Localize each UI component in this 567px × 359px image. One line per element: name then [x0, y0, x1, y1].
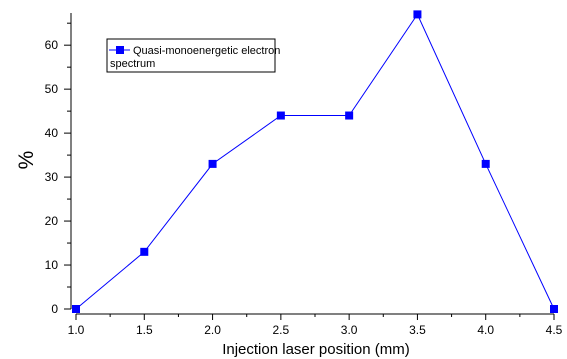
series-line	[75, 13, 555, 310]
x-axis-title: Injection laser position (mm)	[222, 341, 410, 358]
data-point	[481, 159, 490, 168]
y-tick-label: 10	[45, 258, 59, 272]
data-point	[208, 159, 217, 168]
y-tick-label: 30	[45, 170, 59, 184]
y-tick-label: 20	[45, 214, 59, 228]
data-point	[550, 305, 558, 313]
data-point	[140, 247, 149, 256]
legend-label-line-2: spectrum	[110, 58, 155, 70]
y-tick-label: 50	[45, 82, 59, 96]
x-tick-label: 2.5	[273, 323, 290, 337]
series-layer	[72, 10, 558, 313]
y-tick-label: 60	[45, 38, 59, 52]
legend-label-line-1: Quasi-monoenergetic electron	[133, 45, 280, 57]
legend: Quasi-monoenergetic electron spectrum	[106, 38, 280, 73]
y-axis-title: %	[15, 151, 38, 170]
data-point	[72, 305, 80, 313]
x-tick-label: 2.0	[204, 323, 221, 337]
x-tick-label: 4.5	[546, 323, 563, 337]
y-tick-label: 0	[51, 302, 58, 316]
y-tick-label: 40	[45, 126, 59, 140]
x-tick-label: 4.0	[477, 323, 494, 337]
x-tick-label: 1.0	[68, 323, 85, 337]
data-point	[276, 111, 285, 120]
x-tick-label: 3.0	[341, 323, 358, 337]
x-tick-label: 3.5	[409, 323, 426, 337]
x-ticks: 1.0 1.5 2.0 2.5 3.0 3.5 4.0 4.5	[68, 314, 563, 337]
legend-box	[106, 38, 276, 73]
data-point	[345, 111, 354, 120]
data-point	[413, 10, 422, 19]
legend-marker-swatch	[116, 46, 124, 54]
x-tick-label: 1.5	[136, 323, 153, 337]
y-ticks: 0 10 20 30 40 50 60	[45, 22, 71, 316]
